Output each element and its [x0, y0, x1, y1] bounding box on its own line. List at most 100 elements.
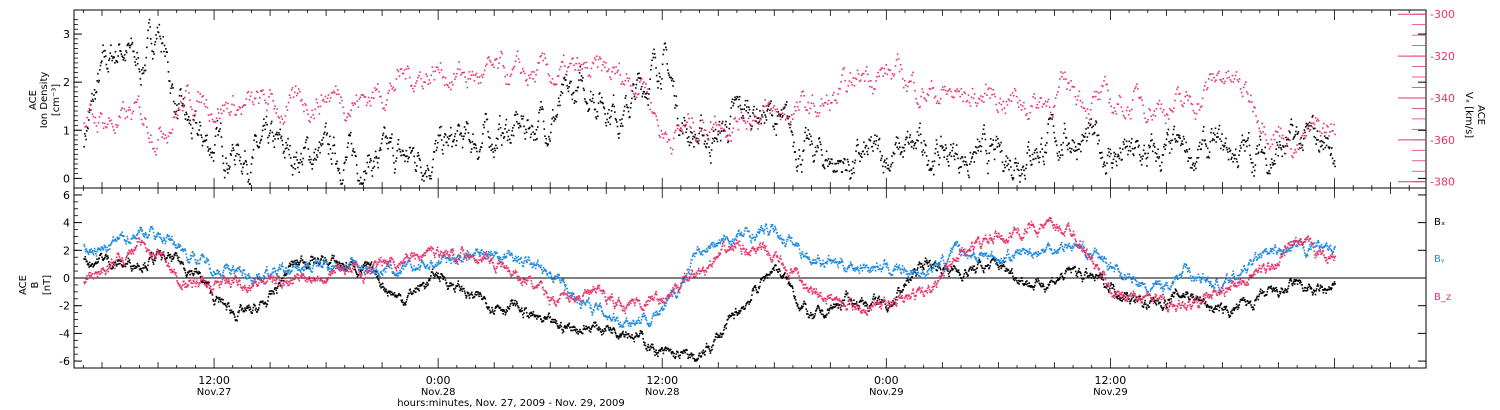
bx-point [227, 302, 230, 304]
ion-density-point [421, 178, 423, 181]
ion-density-point [881, 155, 883, 157]
ion-density-point [1292, 138, 1295, 140]
ion-density-point [706, 142, 708, 145]
x-tick-label-time: 12:00 [1095, 374, 1127, 387]
ion-density-point [1015, 161, 1017, 164]
ion-density-point [286, 144, 289, 147]
vx-point [823, 101, 826, 104]
vx-point [890, 78, 893, 80]
bx-point [86, 263, 89, 266]
ion-density-point [1322, 148, 1325, 151]
bx-point [123, 265, 125, 267]
vx-point [1331, 130, 1333, 132]
vx-point [162, 132, 165, 135]
ion-density-point [283, 150, 285, 153]
bx-point [339, 262, 342, 265]
bx-point [140, 267, 143, 270]
vx-point [201, 95, 204, 98]
ion-density-point [1108, 155, 1111, 158]
bx-point [834, 303, 836, 306]
ion-density-point [731, 101, 733, 103]
bx-point [665, 349, 668, 352]
bx-point [703, 351, 706, 354]
bx-point [643, 344, 646, 346]
bottom-tick-label: -4 [59, 327, 70, 340]
ion-density-point [488, 146, 491, 148]
ion-density-point [777, 111, 780, 113]
ion-density-point [659, 76, 661, 78]
bx-point [773, 269, 776, 272]
ion-density-point [756, 117, 759, 119]
ion-density-point [142, 72, 145, 74]
bx-point [505, 312, 507, 314]
bx-point [826, 309, 829, 311]
ion-density-point [411, 149, 414, 152]
vx-point [1121, 110, 1124, 113]
vx-point [851, 83, 854, 86]
bx-point [428, 278, 431, 280]
ion-density-point [1005, 155, 1008, 157]
bx-point [407, 295, 409, 297]
vx-point [730, 140, 732, 142]
vx-point [755, 115, 757, 118]
bx-point [399, 293, 401, 296]
vx-point [995, 103, 997, 106]
ion-density-point [390, 137, 393, 139]
vx-point [894, 65, 897, 67]
bx-point [693, 360, 696, 362]
ion-density-point [1028, 149, 1031, 151]
bx-point [471, 291, 473, 294]
vx-point [1131, 99, 1134, 101]
vx-point [401, 72, 404, 75]
ion-density-point [536, 126, 539, 128]
ion-density-point [188, 122, 191, 124]
ion-density-point [921, 151, 923, 153]
vx-point [612, 66, 614, 69]
vx-point [607, 70, 609, 72]
vx-point [251, 101, 254, 103]
vx-point [1312, 122, 1315, 124]
ion-density-point [91, 98, 94, 101]
vx-point [858, 80, 861, 83]
ion-density-point [959, 157, 962, 160]
vx-point [410, 84, 413, 87]
bx-point [523, 309, 526, 311]
bx-point [707, 346, 710, 349]
vx-point [475, 72, 478, 75]
ion-density-point [460, 132, 463, 135]
bx-point [583, 325, 585, 327]
vx-point [496, 58, 498, 60]
bx-point [88, 261, 91, 264]
ion-density-point [234, 163, 236, 166]
ion-density-point [288, 153, 291, 156]
ion-density-point [595, 117, 598, 120]
bx-point [779, 270, 781, 272]
vx-point [428, 79, 431, 81]
ion-density-point [183, 104, 185, 107]
bx-point [127, 257, 130, 260]
ion-density-point [810, 135, 812, 138]
bx-point [252, 306, 255, 309]
ion-density-point [648, 88, 651, 90]
vx-point [1123, 116, 1126, 119]
ion-density-point [1314, 127, 1316, 130]
ion-density-point [225, 157, 227, 159]
ion-density-point [410, 152, 412, 154]
vx-point [503, 66, 506, 69]
ion-density-point [601, 101, 604, 104]
ion-density-point [1268, 172, 1271, 175]
bx-point [843, 299, 846, 301]
bx-point [365, 264, 367, 267]
ion-density-point [959, 166, 961, 169]
bx-point [336, 260, 338, 263]
ion-density-point [794, 151, 797, 153]
ion-density-point [735, 98, 738, 100]
bx-point [380, 283, 383, 286]
ion-density-point [1155, 160, 1157, 162]
ion-density-point [1053, 131, 1055, 134]
bx-point [406, 296, 409, 299]
bx-point [593, 321, 595, 324]
bx-point [442, 278, 445, 281]
vx-point [240, 113, 243, 116]
bx-point [565, 325, 568, 328]
